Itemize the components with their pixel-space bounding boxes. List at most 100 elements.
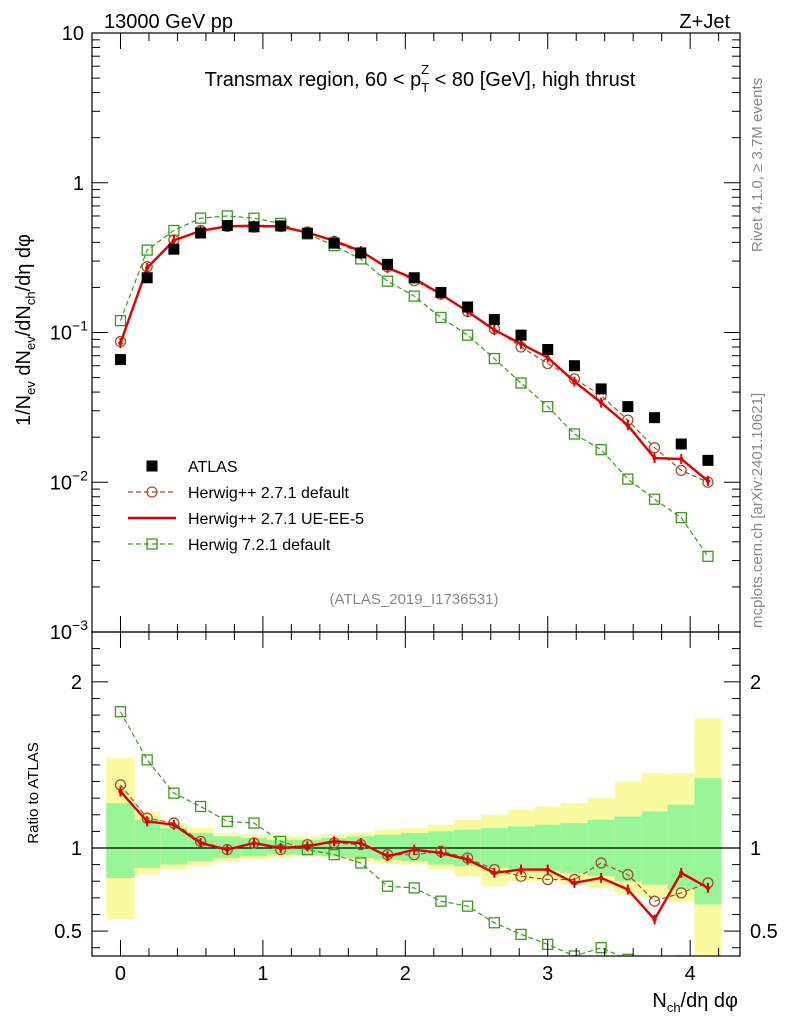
- herwig721-point: [488, 917, 500, 929]
- main-series-line: [119, 225, 709, 483]
- x-tick-label: 0: [115, 963, 126, 985]
- ratio-series-group: [92, 706, 740, 981]
- atlas-point: [595, 383, 607, 395]
- herwig721-point: [622, 473, 634, 485]
- herwig721-point: [355, 857, 367, 869]
- herwig271-point: [675, 464, 687, 477]
- herwig721-point: [248, 817, 260, 829]
- herwig721-point: [568, 950, 581, 956]
- main-series-line: [119, 224, 709, 482]
- herwig721-point: [648, 493, 661, 505]
- header-right: Z+Jet: [679, 11, 730, 33]
- atlas-point: [114, 354, 126, 366]
- legend-item: Herwig 7.2.1 default: [128, 537, 331, 554]
- herwig721-point: [595, 444, 607, 456]
- atlas-point: [675, 438, 687, 450]
- plot-title-sup: Z: [421, 62, 429, 77]
- main-y-tick-label: 10−2: [50, 467, 88, 494]
- x-tick-label: 1: [257, 963, 268, 985]
- herwig721-point: [408, 290, 420, 302]
- ratio-y-tick-label: 2: [71, 672, 82, 694]
- atlas-point: [622, 401, 634, 413]
- atlas-point: [408, 272, 420, 284]
- ratio-series-line: [119, 711, 622, 956]
- mcplots-label: mcplots.cern.ch [arXiv:2401.10621]: [749, 393, 766, 628]
- main-series-group: [114, 210, 714, 563]
- x-tick-label: 2: [400, 963, 411, 985]
- atlas-point: [462, 301, 474, 313]
- herwig721-point: [703, 971, 713, 981]
- atlas-point: [568, 360, 580, 372]
- band-inner-bin: [160, 828, 188, 865]
- main-y-tick-label: 10: [62, 23, 84, 45]
- herwig721-point: [114, 314, 127, 327]
- band-inner-bin: [614, 816, 642, 882]
- herwig721-point: [114, 706, 127, 718]
- main-series-line: [119, 215, 709, 557]
- herwig721-point: [221, 815, 233, 828]
- ratio-y-tick-label: 0.5: [54, 921, 82, 943]
- herwig721-point: [650, 961, 660, 971]
- legend-label: Herwig++ 2.7.1 default: [188, 485, 350, 502]
- herwig721-point: [328, 848, 340, 861]
- herwig271-point: [595, 857, 607, 869]
- atlas-point: [195, 227, 207, 239]
- herwig721-point: [515, 377, 527, 389]
- analysis-id: (ATLAS_2019_I1736531): [329, 591, 498, 608]
- herwig721-point: [461, 900, 474, 912]
- legend-label: ATLAS: [188, 459, 238, 476]
- ratio-y-tick-label-right: 0.5: [750, 921, 778, 943]
- legend-item: Herwig++ 2.7.1 default: [128, 485, 350, 502]
- main-series-atlas: [114, 220, 714, 466]
- plot-title-part1: Transmax region, 60 < p: [205, 69, 422, 91]
- atlas-point: [168, 243, 180, 255]
- ratio-y-axis-title: Ratio to ATLAS: [25, 742, 42, 843]
- herwig721-point: [381, 275, 394, 287]
- herwig721-point: [595, 942, 607, 954]
- atlas-point: [515, 329, 527, 341]
- herwig721-point: [542, 400, 554, 413]
- herwig271-point: [648, 895, 661, 907]
- band-inner-bin: [106, 803, 135, 878]
- header-left: 13000 GeV pp: [104, 11, 233, 33]
- axes-group: 10−3 10−2 10−1 1 10 0.5 0.5 1 1 2 2 0 1 2 3 4: [50, 23, 778, 985]
- rivet-label: Rivet 4.1.0, ≥ 3.7M events: [749, 78, 766, 252]
- ratio-plot-frame: [91, 631, 741, 957]
- atlas-point: [649, 412, 661, 424]
- atlas-point: [141, 272, 153, 284]
- herwig271-point: [146, 486, 158, 498]
- atlas-point: [355, 247, 367, 259]
- herwig721-point: [568, 428, 581, 440]
- atlas-point: [275, 220, 287, 232]
- herwig271-point: [648, 442, 661, 454]
- main-y-tick-label: 1: [73, 173, 84, 195]
- main-series-herwig-2-7-1-ue-ee-5: [118, 220, 711, 486]
- ratio-series-herwig-7-2-1-default: [114, 706, 713, 981]
- ratio-y-tick-label-right: 1: [750, 838, 761, 860]
- legend-item: ATLAS: [146, 459, 238, 476]
- herwig721-point: [141, 244, 153, 256]
- atlas-point: [382, 258, 394, 270]
- herwig721-point: [435, 895, 447, 907]
- atlas-point: [248, 221, 260, 233]
- main-y-axis-title: 1/Nev dNev/dNch/dη dφ: [13, 234, 38, 426]
- herwig721-point: [194, 212, 207, 224]
- main-y-tick-label: 10−3: [50, 617, 88, 644]
- band-inner-bin: [134, 819, 161, 868]
- legend-item: Herwig++ 2.7.1 UE-EE-5: [128, 511, 364, 528]
- atlas-point: [542, 343, 554, 355]
- herwig271-point: [622, 868, 634, 881]
- main-series-herwig-2-7-1-default: [114, 220, 714, 488]
- atlas-point: [221, 220, 233, 232]
- x-axis-title: Nch/dη dφ: [652, 990, 738, 1015]
- herwig721-point: [622, 953, 634, 956]
- legend-label: Herwig++ 2.7.1 UE-EE-5: [188, 511, 364, 528]
- plot-title-part2: < 80 [GeV], high thrust: [429, 69, 636, 91]
- legend: ATLAS Herwig++ 2.7.1 default Herwig++ 2.7.…: [128, 459, 364, 554]
- plot-title-sub: T: [421, 80, 429, 95]
- herwig721-point: [381, 880, 394, 892]
- x-tick-label: 4: [685, 963, 696, 985]
- herwig721-point: [461, 329, 474, 341]
- main-series-herwig-7-2-1-default: [114, 210, 714, 563]
